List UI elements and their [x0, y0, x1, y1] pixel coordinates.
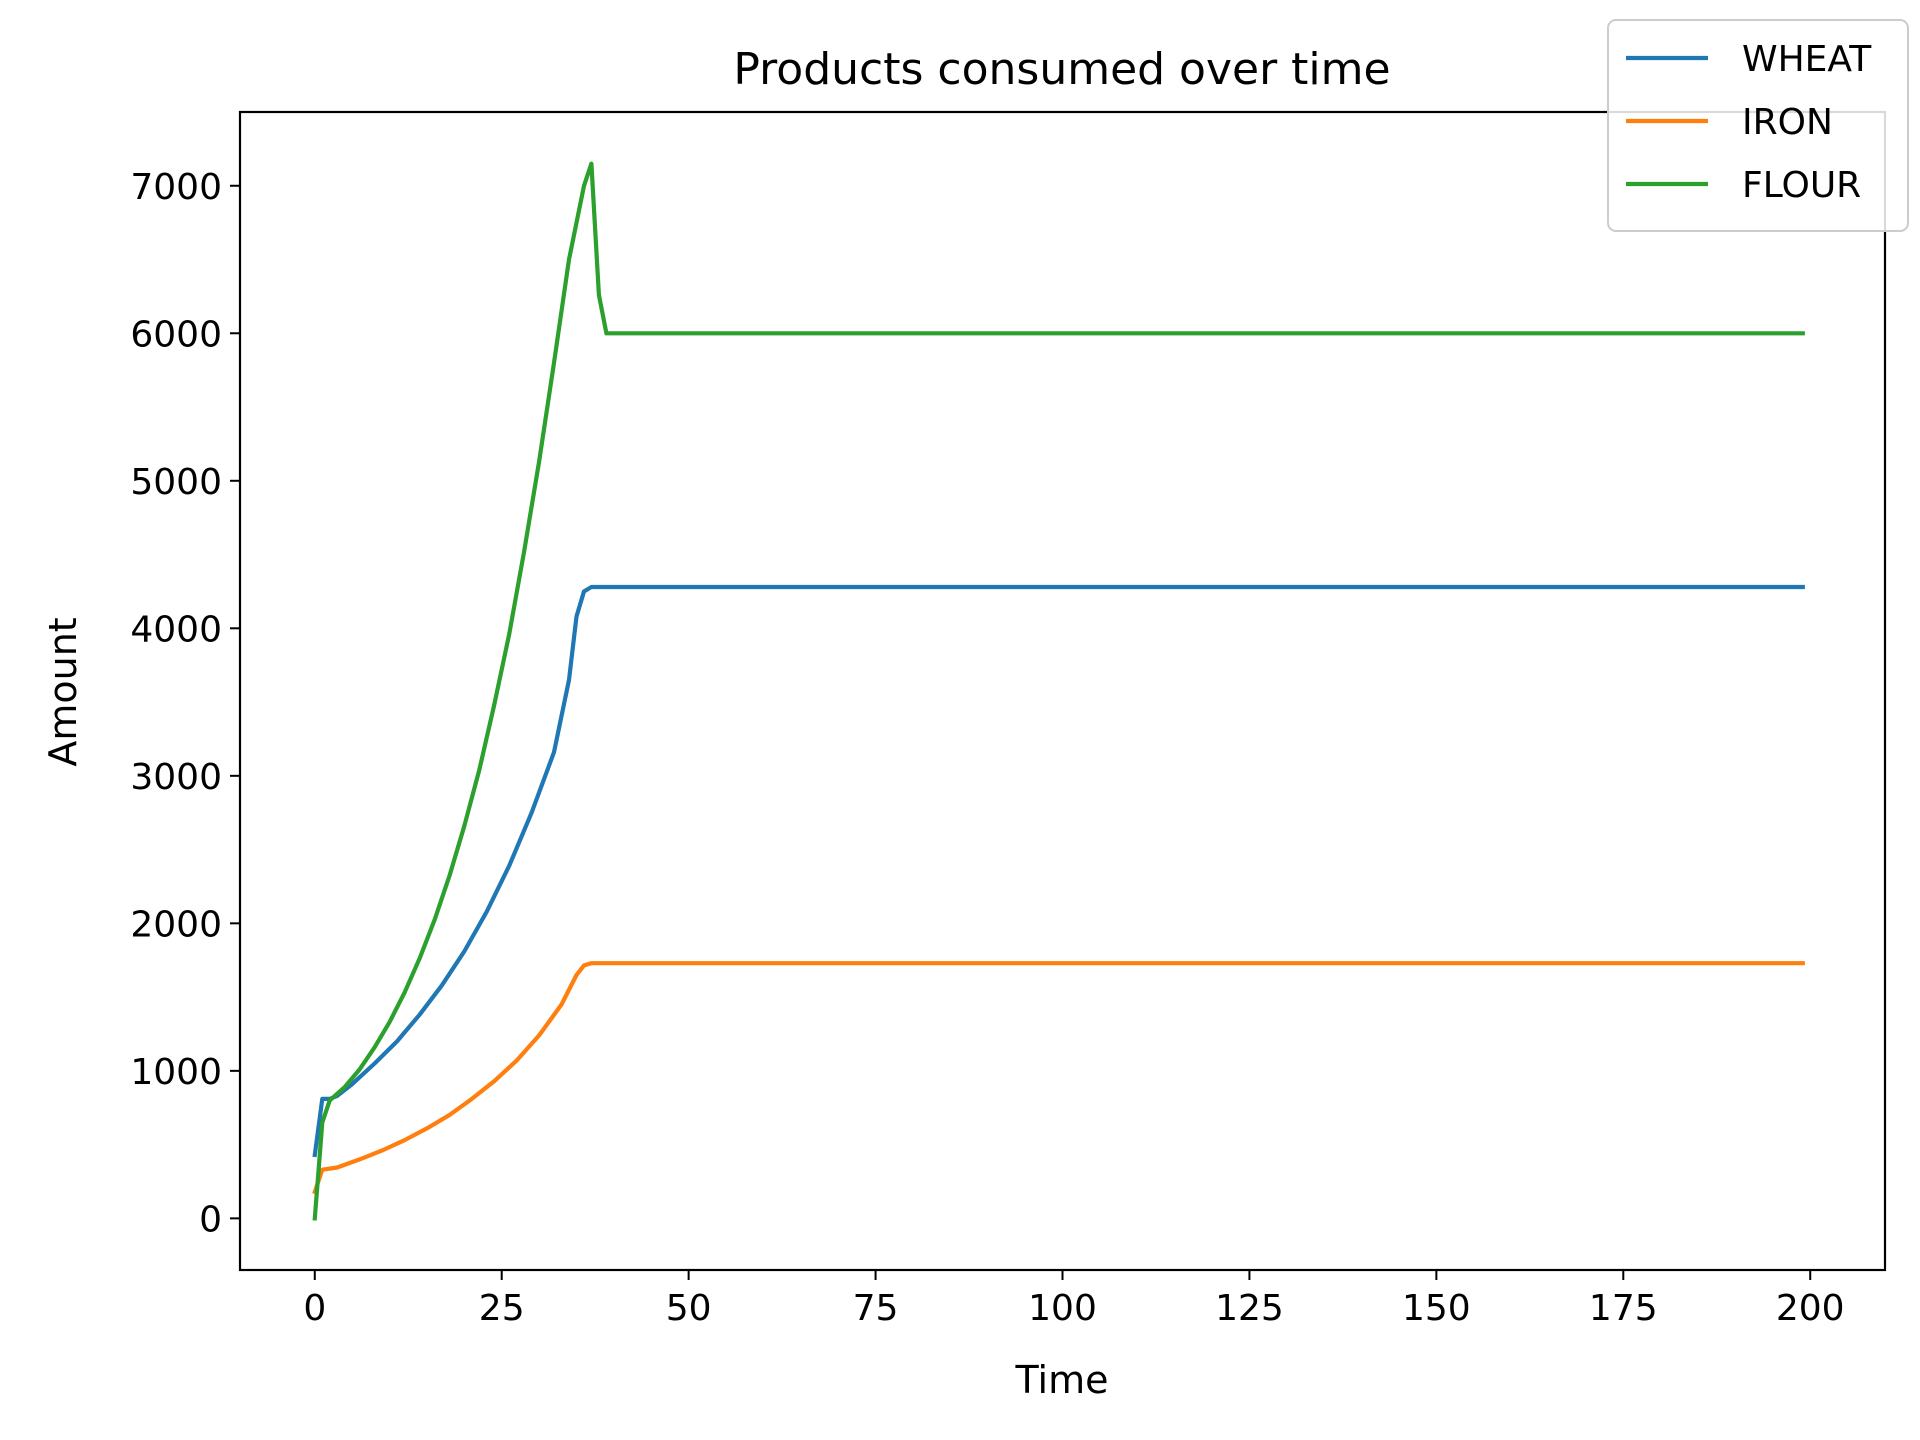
y-tick-label: 5000	[130, 462, 222, 503]
chart-title: Products consumed over time	[733, 44, 1390, 95]
legend: WHEAT IRON FLOUR	[1607, 19, 1909, 232]
legend-label: FLOUR	[1742, 165, 1861, 206]
x-axis: 0 25 50 75 100 125 150 175 200	[303, 1270, 1845, 1329]
y-tick-label: 0	[199, 1199, 222, 1240]
y-axis-label: Amount	[41, 617, 85, 766]
y-tick-label: 6000	[130, 314, 222, 355]
y-tick-label: 4000	[130, 609, 222, 650]
x-tick-label: 125	[1215, 1288, 1284, 1329]
x-tick-label: 0	[303, 1288, 326, 1329]
x-tick-label: 25	[479, 1288, 525, 1329]
legend-label: WHEAT	[1742, 39, 1872, 80]
series-line-iron	[312, 961, 1805, 1195]
x-tick-label: 75	[853, 1288, 899, 1329]
x-axis-label: Time	[1015, 1358, 1109, 1402]
plot-area	[238, 110, 1887, 1272]
y-axis: 0 1000 2000 3000 4000 5000 6000 7000	[130, 167, 240, 1240]
x-tick-label: 50	[666, 1288, 712, 1329]
x-tick-label: 175	[1589, 1288, 1658, 1329]
y-tick-label: 2000	[130, 904, 222, 945]
x-tick-label: 200	[1776, 1288, 1845, 1329]
plot-frame	[238, 110, 1887, 1272]
x-tick-label: 100	[1028, 1288, 1097, 1329]
y-tick-label: 7000	[130, 167, 222, 208]
legend-label: IRON	[1742, 102, 1833, 143]
y-tick-label: 1000	[130, 1052, 222, 1093]
series-line-flour	[312, 161, 1805, 1221]
series-lines	[312, 161, 1805, 1221]
legend-box	[1607, 19, 1909, 232]
y-tick-label: 3000	[130, 757, 222, 798]
x-tick-label: 150	[1402, 1288, 1471, 1329]
